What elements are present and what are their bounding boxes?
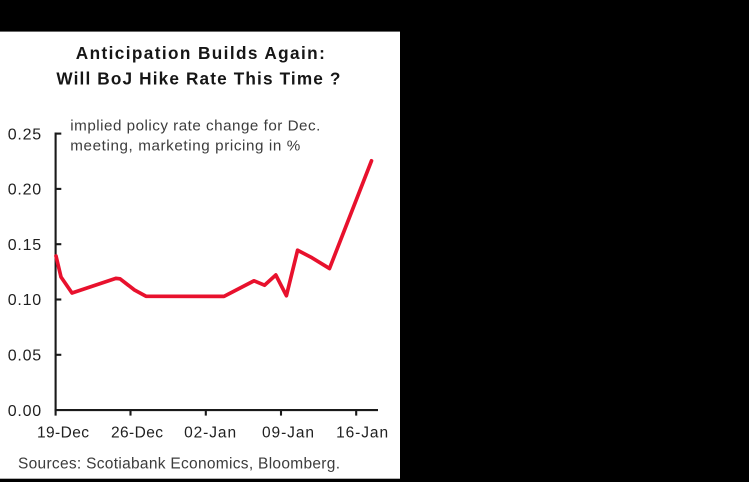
svg-text:0.10: 0.10: [8, 292, 42, 309]
svg-text:Anticipation Builds Again:: Anticipation Builds Again:: [76, 43, 325, 63]
svg-text:Sources: Scotiabank Economics,: Sources: Scotiabank Economics, Bloomberg…: [18, 456, 340, 473]
svg-text:16-Jan: 16-Jan: [336, 425, 388, 442]
svg-text:0.00: 0.00: [8, 403, 42, 420]
svg-text:02-Jan: 02-Jan: [184, 425, 236, 442]
svg-text:09-Jan: 09-Jan: [262, 425, 314, 442]
svg-text:19-Dec: 19-Dec: [37, 425, 89, 442]
svg-text:0.25: 0.25: [8, 126, 42, 143]
svg-text:0.15: 0.15: [8, 237, 42, 254]
svg-text:0.20: 0.20: [8, 182, 42, 199]
svg-text:implied policy rate change for: implied policy rate change for Dec.: [70, 118, 320, 135]
svg-text:meeting, marketing pricing in: meeting, marketing pricing in %: [70, 137, 300, 154]
svg-text:0.05: 0.05: [8, 348, 42, 365]
svg-text:26-Dec: 26-Dec: [111, 425, 163, 442]
